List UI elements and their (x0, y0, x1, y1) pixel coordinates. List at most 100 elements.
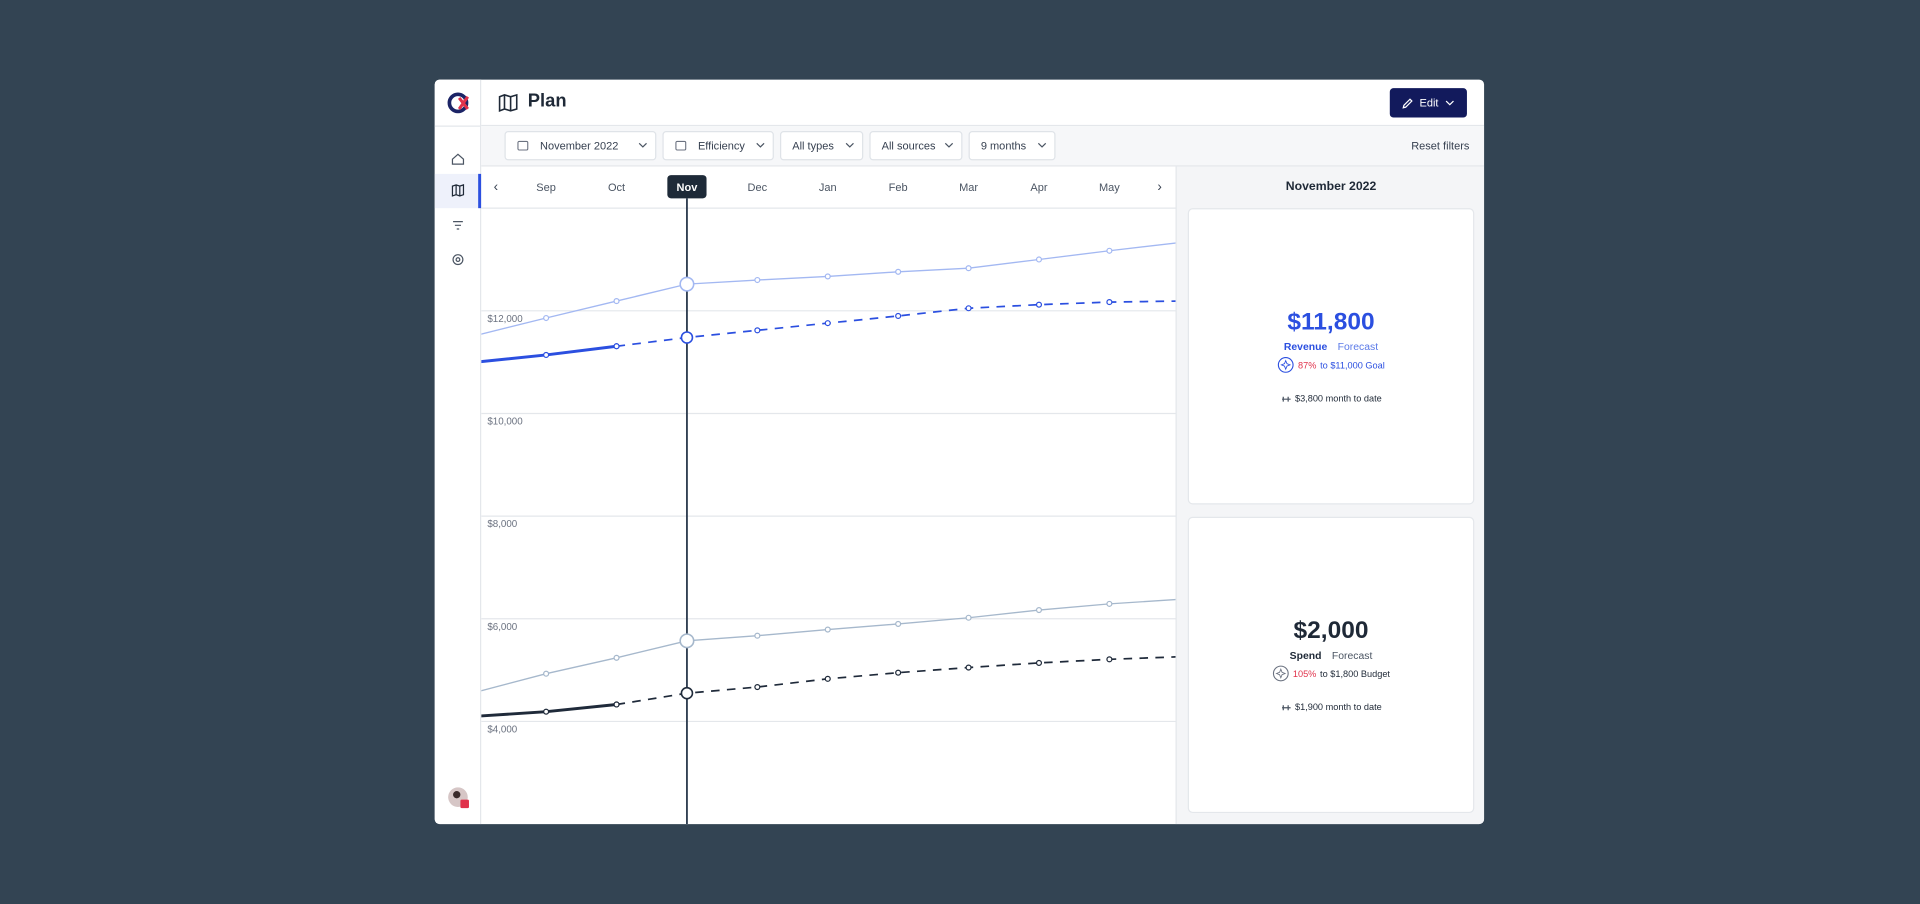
month-label[interactable]: Mar (959, 182, 978, 194)
month-label[interactable]: Dec (748, 182, 768, 194)
data-point (895, 620, 902, 627)
data-point (895, 268, 902, 275)
icon-ring (1277, 357, 1294, 373)
progress-percent: 105% (1292, 667, 1317, 679)
month-to-date: $3,800 month to date (1189, 393, 1473, 404)
plan-icon[interactable] (451, 184, 465, 197)
selected-month-badge[interactable] (667, 175, 707, 199)
prev-arrow[interactable]: ‹ (494, 179, 498, 194)
month-label[interactable]: Nov (677, 182, 699, 194)
chevron (845, 142, 854, 148)
data-point (824, 675, 831, 682)
data-point (754, 683, 761, 691)
mtd-icon (1281, 396, 1291, 402)
y-tick-label: $8,000 (487, 519, 517, 530)
filter-label: 9 months (980, 139, 1027, 152)
plot-area (481, 242, 1176, 718)
data-point (1035, 256, 1043, 263)
chevron-path (944, 142, 954, 148)
month-label[interactable]: Apr (1030, 182, 1047, 194)
active-nav (434, 173, 482, 209)
filter-dropdown[interactable]: November 2022 (504, 131, 657, 161)
month-label[interactable]: May (1099, 182, 1120, 194)
data-point (1035, 301, 1043, 308)
home-icon[interactable] (451, 153, 465, 165)
data-point (824, 626, 831, 633)
icon-shape (675, 140, 687, 151)
data-point (1035, 659, 1043, 666)
avatar[interactable] (448, 787, 469, 809)
progress-text: to $11,000 Goal (1320, 359, 1385, 371)
filter-label: All types (792, 139, 834, 152)
settings-icon[interactable] (452, 254, 464, 266)
chart: ‹ › $4,000 $6,000 $8,000 $10,000 $12,000 Sep Oct… (481, 175, 1176, 825)
active-indicator (478, 173, 482, 209)
card-value: $11,800 (1287, 308, 1375, 336)
data-point (680, 686, 694, 700)
card-metric: Spend Forecast (1189, 649, 1473, 661)
card-metric: Revenue Forecast (1189, 340, 1473, 352)
month-label[interactable]: Sep (536, 182, 556, 194)
page-title: Plan (527, 90, 567, 112)
edit-button[interactable]: Edit (1389, 88, 1467, 118)
data-point (679, 276, 695, 292)
card-progress: 87% to $11,000 Goal (1189, 356, 1473, 373)
data-point (1106, 600, 1113, 607)
data-point (895, 312, 902, 320)
map-icon (498, 93, 518, 112)
data-point (754, 327, 761, 334)
sidebar-icons (434, 92, 482, 809)
mtd-text: $3,800 month to date (1294, 393, 1382, 405)
filter-dropdown[interactable]: All sources (869, 131, 963, 161)
chevron (944, 142, 954, 148)
panel-title: November 2022 (1285, 180, 1377, 194)
data-point (965, 614, 972, 621)
metric-kind: Forecast (1337, 340, 1379, 353)
data-point (679, 633, 695, 649)
icon-glyph (1275, 668, 1287, 679)
data-point (543, 670, 550, 677)
icon-shape (517, 140, 529, 151)
data-point (1106, 299, 1113, 306)
metric-name: Spend (1289, 648, 1322, 662)
data-point (680, 331, 694, 344)
filter-dropdown[interactable]: 9 months (968, 131, 1056, 161)
progress-text: to $1,800 Budget (1320, 667, 1390, 679)
month-label[interactable]: Oct (608, 182, 625, 194)
filter-dropdown[interactable]: Efficiency (662, 131, 774, 161)
filter-label: All sources (881, 139, 936, 152)
summary-card: $2,000 Spend Forecast 105% to $1,800 Budget… (1187, 516, 1475, 814)
chevron (1445, 100, 1454, 106)
pencil-icon (1402, 97, 1413, 108)
reset-filters[interactable]: Reset filters (1411, 139, 1470, 152)
data-point (543, 314, 550, 322)
data-point (1035, 606, 1043, 614)
card-progress: 105% to $1,800 Budget (1189, 665, 1473, 682)
icon-glyph (1281, 704, 1291, 710)
data-point (824, 273, 831, 280)
logo[interactable] (447, 92, 470, 114)
y-tick-label: $12,000 (487, 314, 523, 325)
filter-icon[interactable] (453, 221, 463, 230)
y-tick-label: $6,000 (487, 622, 517, 633)
month-label[interactable]: Jan (819, 182, 837, 194)
data-point (613, 654, 620, 661)
sidebar (434, 79, 482, 825)
app-window: Plan Edit November 2022 Efficiency All typ… (434, 79, 1485, 825)
next-arrow[interactable]: › (1157, 179, 1161, 194)
header: Plan Edit (481, 80, 1485, 127)
summary-card: $11,800 Revenue Forecast 87% to $11,000 Goa… (1187, 208, 1475, 505)
month-label[interactable]: Feb (889, 182, 908, 194)
y-tick-label: $4,000 (487, 724, 517, 735)
data-point (965, 664, 972, 671)
data-point (613, 298, 620, 305)
filter-label: November 2022 (540, 139, 619, 152)
card-value: $2,000 (1293, 617, 1369, 645)
data-point (1106, 656, 1113, 663)
filter-dropdown[interactable]: All types (780, 131, 864, 161)
filter-bar: November 2022 Efficiency All types All sour… (481, 126, 1485, 167)
chevron-path (1037, 142, 1047, 148)
icon-ring (1272, 665, 1289, 682)
data-point (895, 669, 902, 676)
